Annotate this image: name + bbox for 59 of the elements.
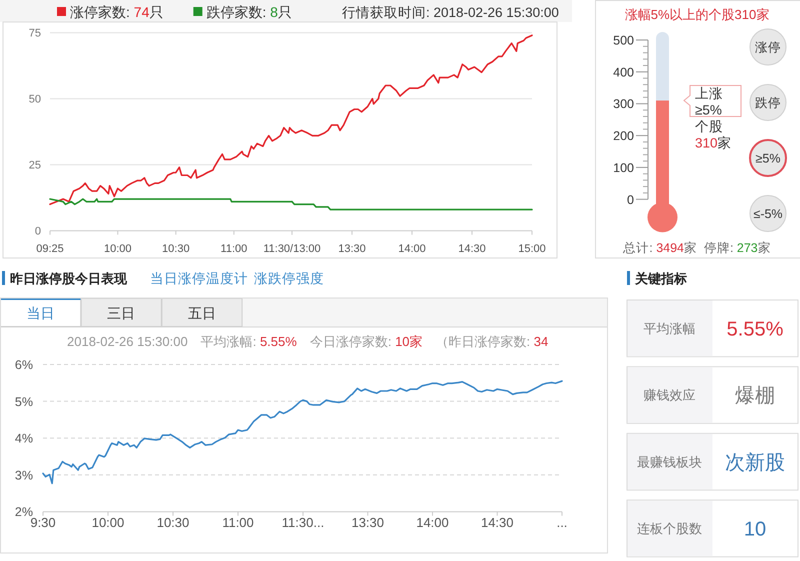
text: 上涨 ≥5% 个股 310家 (695, 86, 732, 151)
legend-label: 跌停家数: 8只 (206, 4, 292, 20)
x-tick-label: 10:30 (156, 515, 190, 530)
tab: 当日 (0, 298, 82, 327)
y-tick-label: 75 (28, 28, 41, 40)
x-tick-label: ... (556, 515, 568, 530)
text: 连板个股数 (637, 520, 702, 536)
x-tick-label: 10:00 (104, 243, 132, 255)
chart-subtitle: 行情获取时间: 2018-02-26 15:30:00 (342, 5, 559, 20)
text: 10 (744, 518, 766, 540)
x-tick-label: 10:00 (92, 515, 124, 530)
text: 最赚钱板块 (637, 454, 702, 470)
link: 当日涨停温度计 (150, 271, 248, 286)
tab: 三日 (80, 298, 162, 327)
y-tick-label: 2% (14, 505, 33, 520)
x-tick-label: 11:00 (222, 515, 254, 530)
x-tick-label: 9:30 (30, 515, 56, 530)
x-tick-label: 11:00 (220, 243, 248, 255)
x-tick-label: 13:30 (351, 515, 384, 530)
button: ≤-5% (750, 195, 786, 232)
button: 跌停 (750, 84, 786, 121)
y-tick-label: 300 (613, 97, 634, 112)
y-tick-label: 0 (627, 192, 634, 207)
x-tick-label: 09:25 (36, 243, 64, 255)
y-tick-label: 3% (14, 468, 33, 482)
text: 爆棚 (735, 385, 775, 408)
x-tick-label: 14:30 (458, 243, 486, 255)
link: 涨跌停强度 (254, 271, 324, 286)
text: 平均涨幅 (644, 320, 696, 336)
chart-subtitle: 2018-02-26 15:30:00 平均涨幅: 5.55% 今日涨停家数: 10家 （昨日涨停家数: 34 (67, 334, 548, 349)
text: 赚钱效应 (644, 388, 696, 403)
button: 涨停 (750, 28, 786, 66)
y-tick-label: 6% (14, 358, 33, 372)
y-tick-label: 200 (613, 129, 634, 144)
text: 5.55% (726, 318, 784, 340)
legend-label: 涨停家数: 74只 (70, 4, 164, 20)
y-tick-label: 0 (34, 226, 41, 238)
y-tick-label: 4% (14, 432, 33, 446)
y-tick-label: 100 (613, 160, 634, 175)
text: 关键指标 (634, 271, 687, 286)
x-tick-label: 11:30/13:00 (263, 243, 321, 255)
y-tick-label: 25 (28, 160, 41, 172)
x-tick-label: 11:30... (282, 515, 324, 530)
chart-title: 昨日涨停股今日表现 (10, 271, 128, 286)
x-tick-label: 14:00 (416, 515, 449, 530)
text: 次新股 (725, 452, 785, 474)
tab: 五日 (161, 298, 243, 327)
text: 涨幅5%以上的个股310家 (624, 7, 770, 22)
x-tick-label: 10:30 (162, 243, 190, 255)
y-tick-label: 400 (613, 65, 634, 80)
y-tick-label: 50 (28, 94, 41, 106)
y-tick-label: 500 (613, 34, 634, 48)
x-tick-label: 13:30 (338, 243, 366, 255)
x-tick-label: 14:00 (398, 243, 426, 255)
button: ≥5% (749, 139, 787, 177)
y-tick-label: 5% (14, 394, 33, 409)
x-tick-label: 14:30 (480, 515, 514, 530)
x-tick-label: 15:00 (518, 243, 546, 255)
text: 总计: 3494家 停牌: 273家 (622, 240, 771, 255)
